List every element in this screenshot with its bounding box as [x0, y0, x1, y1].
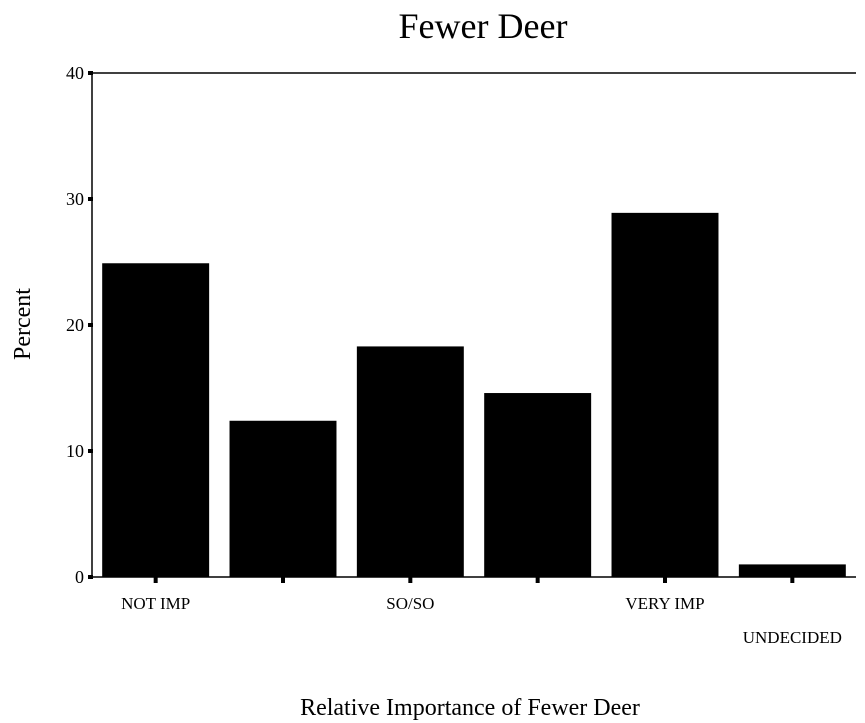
bar-5: [738, 564, 846, 577]
y-tick-label: 40: [66, 63, 84, 83]
x-tick-label: UNDECIDED: [743, 628, 842, 647]
bar-1: [229, 420, 337, 577]
x-tick-0: [153, 577, 158, 583]
y-tick-label: 20: [66, 315, 84, 335]
y-axis: 0 10 20 30 40: [66, 63, 93, 587]
bar-2: [356, 346, 464, 577]
x-tick-label: VERY IMP: [625, 594, 704, 613]
x-axis-label: Relative Importance of Fewer Deer: [300, 695, 640, 721]
y-tick-10: [88, 449, 93, 453]
x-tick-1: [281, 577, 285, 583]
x-tick-5: [790, 577, 795, 583]
y-axis-label: Percent: [10, 288, 36, 360]
x-axis: NOT IMP SO/SO VERY IMP UNDECIDED: [121, 577, 842, 647]
chart-title: Fewer Deer: [399, 6, 568, 46]
y-tick-30: [88, 197, 93, 201]
x-tick-label: SO/SO: [386, 594, 434, 613]
y-tick-label: 0: [75, 567, 84, 587]
y-tick-20: [88, 323, 93, 327]
y-tick-0: [88, 575, 93, 579]
bar-4: [611, 212, 719, 578]
bar-0: [102, 263, 210, 577]
y-tick-label: 30: [66, 189, 84, 209]
x-tick-3: [535, 577, 540, 583]
y-tick-label: 10: [66, 441, 84, 461]
bars-group: [102, 212, 846, 578]
y-tick-40: [88, 71, 93, 75]
x-tick-label: NOT IMP: [121, 594, 190, 613]
bar-3: [484, 393, 592, 577]
x-tick-2: [408, 577, 413, 583]
x-tick-4: [663, 577, 667, 583]
